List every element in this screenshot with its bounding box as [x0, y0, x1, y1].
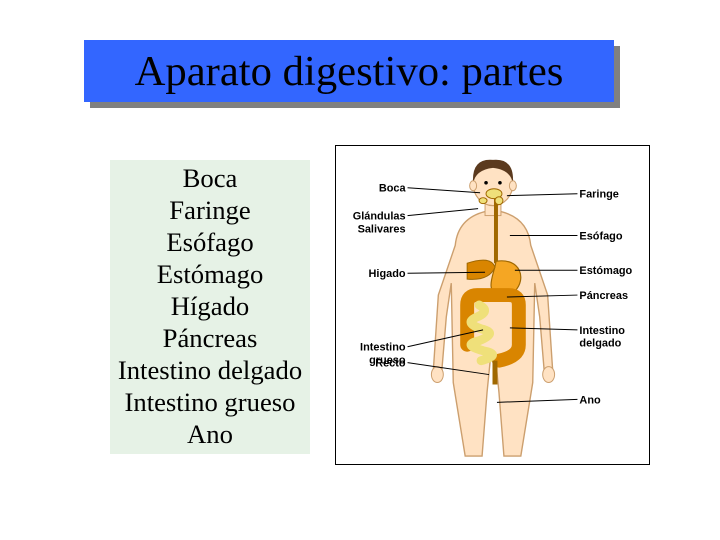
diagram-label: Recto	[375, 358, 406, 370]
diagram-label: Faringe	[579, 189, 618, 201]
leader-line	[408, 188, 481, 193]
diagram-label: Estómago	[579, 265, 632, 277]
diagram-label: Ano	[579, 394, 601, 406]
parts-list-item: Boca	[110, 162, 310, 194]
eye-left	[484, 181, 488, 185]
parts-list-item: Faringe	[110, 194, 310, 226]
parts-list-item: Ano	[110, 418, 310, 450]
digestive-diagram-svg: BocaGlándulasSalivaresHigadoIntestinogru…	[336, 146, 649, 464]
eye-right	[498, 181, 502, 185]
parts-list-item: Páncreas	[110, 322, 310, 354]
digestive-diagram: BocaGlándulasSalivaresHigadoIntestinogru…	[335, 145, 650, 465]
diagram-label: Higado	[369, 268, 406, 280]
leader-line	[408, 209, 479, 216]
diagram-label: Salivares	[358, 223, 406, 235]
ear-left	[470, 181, 477, 191]
diagram-label: delgado	[579, 338, 621, 350]
diagram-label: Esófago	[579, 230, 622, 242]
parts-list-item: Intestino grueso	[110, 386, 310, 418]
leader-line	[507, 194, 578, 196]
organ-faringe	[495, 197, 503, 205]
diagram-label: Intestino	[579, 325, 625, 337]
hand-right	[543, 367, 555, 383]
parts-list-item: Intestino delgado	[110, 354, 310, 386]
parts-list-item: Esófago	[110, 226, 310, 258]
organ-glandulas-salivares	[479, 198, 487, 204]
diagram-label: Glándulas	[353, 211, 406, 223]
hand-left	[431, 367, 443, 383]
parts-list-item: Estómago	[110, 258, 310, 290]
title-banner: Aparato digestivo: partes	[84, 40, 614, 102]
ear-right	[509, 181, 516, 191]
parts-list: BocaFaringeEsófagoEstómagoHígadoPáncreas…	[110, 160, 310, 454]
diagram-label: Intestino	[360, 342, 406, 354]
parts-list-item: Hígado	[110, 290, 310, 322]
slide-title: Aparato digestivo: partes	[135, 47, 564, 96]
diagram-label: Boca	[379, 183, 407, 195]
diagram-label: Páncreas	[579, 290, 628, 302]
